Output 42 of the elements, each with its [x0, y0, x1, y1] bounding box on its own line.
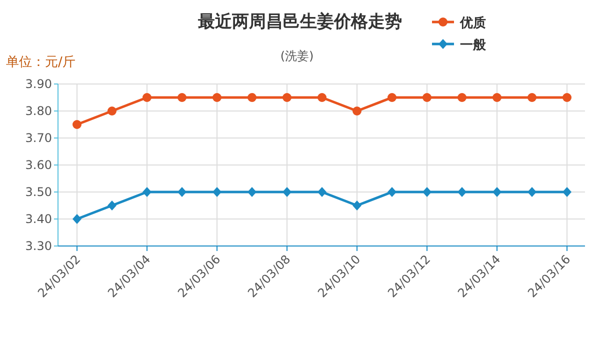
point — [248, 93, 256, 102]
point — [492, 187, 502, 197]
point — [528, 187, 536, 197]
point — [352, 200, 362, 210]
point — [458, 187, 466, 197]
legend-label: 一般 — [460, 38, 487, 53]
point — [388, 187, 396, 197]
point — [178, 93, 186, 102]
y-tick-label: 3.90 — [25, 77, 52, 91]
y-tick-label: 3.30 — [25, 239, 52, 253]
point — [212, 93, 222, 102]
point — [72, 214, 82, 224]
legend-label: 优质 — [459, 15, 486, 31]
point — [248, 187, 256, 197]
point — [562, 187, 572, 197]
point — [142, 187, 152, 197]
point — [108, 200, 116, 210]
point — [422, 93, 432, 102]
point — [562, 93, 572, 102]
y-tick-label: 3.80 — [25, 104, 52, 118]
point — [458, 93, 466, 102]
point — [528, 93, 536, 102]
point — [212, 187, 222, 197]
point — [282, 93, 292, 102]
chart-subtitle: (洗姜) — [280, 49, 314, 63]
point — [318, 93, 326, 102]
point — [282, 187, 292, 197]
y-tick-label: 3.40 — [25, 212, 52, 226]
point — [318, 187, 326, 197]
y-tick-label: 3.70 — [25, 131, 52, 145]
point — [142, 93, 152, 102]
point — [72, 120, 82, 129]
point — [388, 93, 396, 102]
y-tick-label: 3.60 — [25, 158, 52, 172]
chart-title: 最近两周昌邑生姜价格走势 — [197, 11, 402, 32]
point — [178, 187, 186, 197]
y-axis-title: 单位：元/斤 — [6, 55, 76, 70]
point — [108, 106, 116, 116]
point — [352, 106, 362, 116]
point — [492, 93, 502, 102]
y-tick-label: 3.50 — [25, 185, 52, 199]
point — [422, 187, 432, 197]
